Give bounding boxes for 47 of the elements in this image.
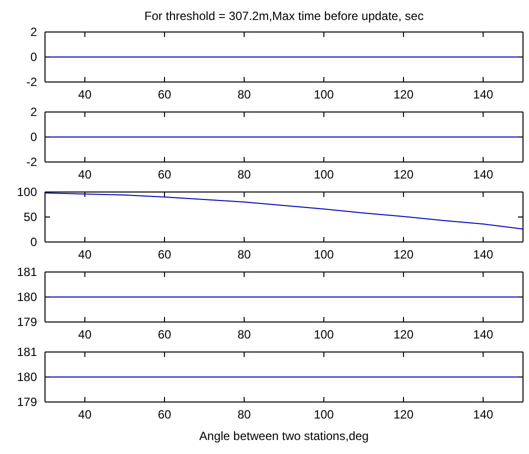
y-tick-label: 179 <box>16 314 38 329</box>
x-tick-label: 100 <box>314 88 334 102</box>
y-tick-label: 0 <box>30 50 38 64</box>
y-tick-label: -2 <box>26 154 38 169</box>
y-tick-label: 0 <box>30 130 38 144</box>
x-tick-label: 60 <box>158 328 172 342</box>
x-tick-label: 60 <box>158 408 172 422</box>
x-tick-label: 100 <box>314 168 334 182</box>
x-tick-label: 120 <box>393 248 414 262</box>
x-tick-label: 100 <box>314 328 334 342</box>
x-tick-label: 140 <box>473 408 494 422</box>
x-tick-label: 40 <box>78 248 92 262</box>
y-tick-label: 181 <box>16 264 38 279</box>
x-tick-label: 60 <box>158 88 172 102</box>
x-tick-label: 40 <box>78 408 92 422</box>
x-tick-label: 80 <box>237 88 252 102</box>
y-tick-label: 181 <box>16 344 38 359</box>
y-tick-label: 2 <box>30 24 38 39</box>
x-tick-label: 140 <box>473 328 494 342</box>
x-tick-label: 140 <box>473 168 494 182</box>
x-tick-label: 140 <box>473 88 494 102</box>
x-tick-label: 120 <box>393 168 414 182</box>
x-tick-label: 40 <box>78 328 92 342</box>
y-tick-label: 180 <box>16 370 38 384</box>
chart-title: For threshold = 307.2m,Max time before update, sec <box>144 9 424 23</box>
y-tick-label: 179 <box>16 394 38 409</box>
x-tick-label: 60 <box>158 248 172 262</box>
x-tick-label: 100 <box>314 248 334 262</box>
x-tick-label: 80 <box>237 248 252 262</box>
x-tick-label: 80 <box>237 328 252 342</box>
x-tick-label: 80 <box>237 408 252 422</box>
y-tick-label: -2 <box>26 74 38 89</box>
y-tick-label: 2 <box>30 104 38 119</box>
y-tick-label: 180 <box>16 290 38 304</box>
x-tick-label: 100 <box>314 408 334 422</box>
x-tick-label: 140 <box>473 248 494 262</box>
y-tick-label: 50 <box>24 210 38 224</box>
y-tick-label: 100 <box>16 184 38 199</box>
x-tick-label: 40 <box>78 168 92 182</box>
x-tick-label: 80 <box>237 168 252 182</box>
x-tick-label: 60 <box>158 168 172 182</box>
x-tick-label: 40 <box>78 88 92 102</box>
x-tick-label: 120 <box>393 328 414 342</box>
y-tick-label: 0 <box>30 234 38 249</box>
x-tick-label: 120 <box>393 408 414 422</box>
x-tick-label: 120 <box>393 88 414 102</box>
x-axis-title: Angle between two stations,deg <box>199 429 369 443</box>
